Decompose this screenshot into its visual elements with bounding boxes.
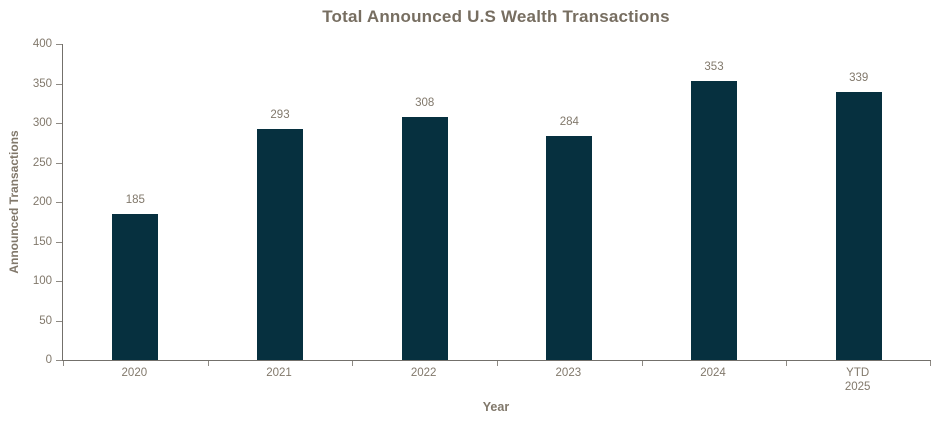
- y-tick-label: 350: [32, 77, 52, 90]
- bar-value-label: 353: [704, 61, 724, 74]
- bar: [691, 81, 737, 360]
- bar: [401, 116, 448, 360]
- y-tick-mark: [56, 360, 62, 361]
- y-tick-mark: [56, 162, 62, 164]
- x-tick-label: 2024: [700, 367, 726, 379]
- y-tick-mark: [56, 123, 62, 124]
- y-tick-label: 400: [32, 38, 52, 50]
- x-tick-mark: [497, 361, 498, 366]
- y-tick-label: 100: [32, 275, 52, 287]
- y-tick-mark: [56, 241, 62, 243]
- x-tick-mark: [63, 361, 64, 366]
- y-tick-label: 300: [32, 117, 52, 129]
- x-tick-label: 2020: [121, 367, 148, 379]
- x-tick-mark: [786, 361, 788, 366]
- bar-value-label: 185: [125, 193, 145, 206]
- y-tick-mark: [56, 320, 62, 322]
- x-tick-mark: [207, 361, 209, 366]
- bar: [835, 92, 882, 360]
- x-tick-mark: [641, 361, 643, 366]
- plot-area: 185 293 308 284 353 339: [62, 44, 931, 366]
- x-axis-title: Year: [482, 400, 510, 414]
- y-tick-label: 0: [45, 354, 52, 366]
- y-tick-mark: [56, 202, 62, 203]
- chart-title: Total Announced U.S Wealth Transactions: [322, 7, 670, 26]
- bar: [546, 135, 593, 360]
- bar-value-label: 284: [559, 115, 579, 128]
- y-tick-mark: [56, 281, 62, 282]
- y-tick-label: 150: [32, 235, 52, 248]
- bar: [112, 213, 159, 360]
- y-tick-label: 250: [32, 156, 52, 169]
- y-tick-label: 50: [39, 314, 52, 327]
- bar-value-label: 308: [415, 96, 435, 109]
- x-tick-label: 2023: [555, 367, 582, 379]
- x-tick-label: 2021: [266, 367, 292, 379]
- x-tick-label: YTD 2025: [844, 367, 871, 393]
- bar: [257, 128, 303, 360]
- y-tick-label: 200: [32, 196, 52, 208]
- y-tick-mark: [56, 44, 62, 45]
- x-tick-label: 2022: [410, 367, 437, 379]
- x-tick-mark: [352, 361, 354, 366]
- bar-value-label: 339: [849, 72, 869, 85]
- bar-value-label: 293: [270, 108, 290, 121]
- y-tick-mark: [56, 83, 62, 85]
- x-tick-mark: [930, 361, 931, 366]
